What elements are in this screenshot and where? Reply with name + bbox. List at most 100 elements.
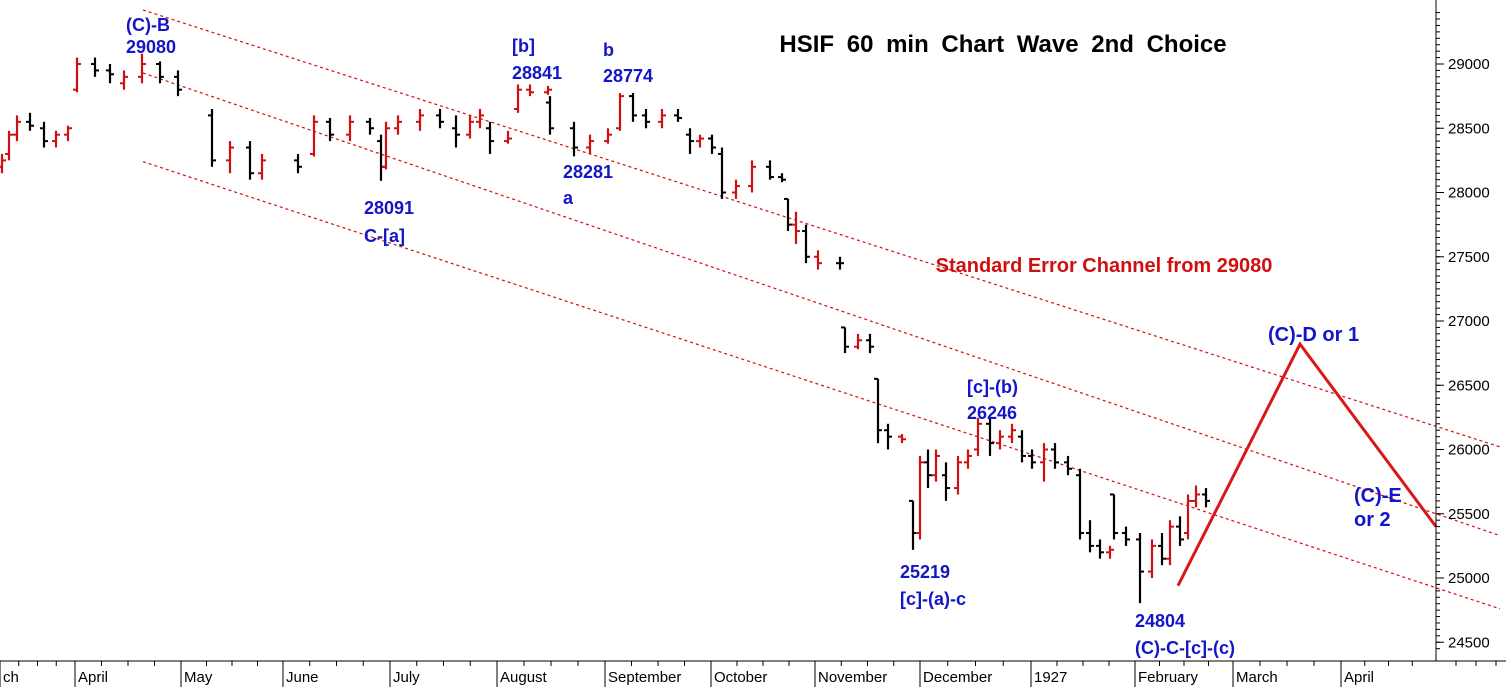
price-bar [874,377,882,444]
price-bar [1158,533,1166,566]
y-tick-label: 28000 [1448,185,1490,202]
price-bar [416,108,424,131]
price-bar [1110,493,1118,540]
price-bar [156,61,164,84]
price-bar [718,147,726,199]
price-bar [13,115,21,142]
y-tick-label: 27000 [1448,313,1490,330]
price-bar [658,108,666,129]
price-bar [974,417,982,456]
wave-label-line: or 2 [1354,509,1391,531]
price-bar [0,153,6,174]
price-bar [1018,430,1026,463]
wave-label-line: 28774 [603,66,653,86]
price-bar [326,117,334,142]
price-bar [1166,520,1174,566]
wave-label-line: [b] [512,36,535,56]
x-tick-label: December [923,669,992,686]
price-bar [814,250,822,270]
price-bar [452,115,460,148]
price-bar [514,84,522,113]
x-tick-label: May [184,669,213,686]
price-bar [1051,443,1059,469]
x-tick-label: July [393,669,420,686]
price-bar [996,430,1004,450]
price-bar [686,128,694,154]
wave-label-line: (C)-C-[c]-(c) [1135,638,1235,658]
price-bar [1008,423,1016,444]
x-tick-label: April [1344,669,1374,686]
price-bar [792,211,800,244]
price-bar [120,70,128,90]
chart-title: HSIF 60 min Chart Wave 2nd Choice [779,31,1226,58]
projection-layer [1176,341,1438,587]
x-tick-label: 1927 [1034,669,1067,686]
projection-line [1176,341,1438,587]
price-bar [1148,539,1156,578]
price-bar [226,141,234,174]
price-bar [476,108,484,129]
wave-label-line: b [603,40,614,60]
price-bar [964,449,972,469]
price-bar [1096,539,1104,559]
x-tick-label: ch [3,669,19,686]
price-bar [616,93,624,131]
price-bar [1122,526,1130,546]
x-tick-label: September [608,669,681,686]
price-bar [802,224,810,264]
y-tick-label: 25500 [1448,506,1490,523]
price-bar [570,121,578,157]
price-bar [866,333,874,354]
price-bar [1064,455,1072,476]
price-bar [708,134,716,154]
price-bar [784,197,792,232]
price-bar [942,462,950,501]
wave-label-line: a [563,188,574,208]
price-bar [854,333,862,350]
y-tick-label: 25000 [1448,570,1490,587]
wave-label-line: [c]-(a)-c [900,589,966,609]
price-bar [546,96,554,135]
wave-label-line: 28281 [563,162,613,182]
y-tick-label: 28500 [1448,120,1490,137]
wave-label-line: (C)-B [126,15,170,35]
price-bar [246,141,254,180]
price-bar [26,112,34,131]
x-tick-label: November [818,669,887,686]
price-bar [884,423,892,450]
price-bar [924,449,932,489]
y-tick-label: 29000 [1448,56,1490,73]
x-tick-label: April [78,669,108,686]
wave-label-line: (C)-E [1354,485,1402,507]
price-bar [366,117,374,135]
price-bar [106,64,114,84]
price-bar [1136,533,1144,604]
wave-label-line: [c]-(b) [967,377,1018,397]
wave-label-line: 26246 [967,403,1017,423]
channel-lower-line [142,161,1501,610]
price-bar [674,108,682,122]
price-bar [258,153,266,180]
price-bar [91,57,99,77]
annotations-layer: (C)-B 29080 28091 C-[a] [b] 28841 b 28774 28281 a… [126,15,1402,658]
wave-label-line: (C)-D or 1 [1268,324,1359,346]
wave-label: 28281 a [563,162,613,208]
price-bar [1192,485,1200,508]
price-bar [586,134,594,154]
price-bar [310,115,318,157]
wave-label-line: 25219 [900,562,950,582]
wave-label-line: 24804 [1135,611,1185,631]
wave-label-line: 29080 [126,37,176,57]
price-bar [898,434,906,444]
price-bar [174,70,182,97]
price-bar [346,115,354,142]
price-bar [1086,520,1094,553]
price-bars-layer [0,53,1210,604]
wave-label: [b] 28841 [512,36,562,83]
price-bar [394,115,402,135]
x-tick-label: October [714,669,767,686]
price-bar [544,85,552,95]
